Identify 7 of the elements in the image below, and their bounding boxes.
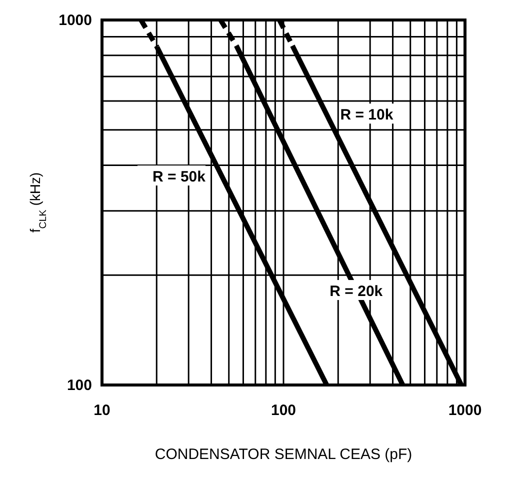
series-label: R = 50k [152, 168, 206, 186]
x-tick-label: 100 [270, 402, 296, 419]
series-label: R = 10k [340, 106, 394, 124]
series-label: R = 20k [330, 283, 384, 300]
x-tick-label: 1000 [448, 402, 482, 419]
x-tick-label: 10 [94, 402, 110, 419]
x-axis-title: CONDENSATOR SEMNAL CEAS (pF) [154, 446, 412, 463]
